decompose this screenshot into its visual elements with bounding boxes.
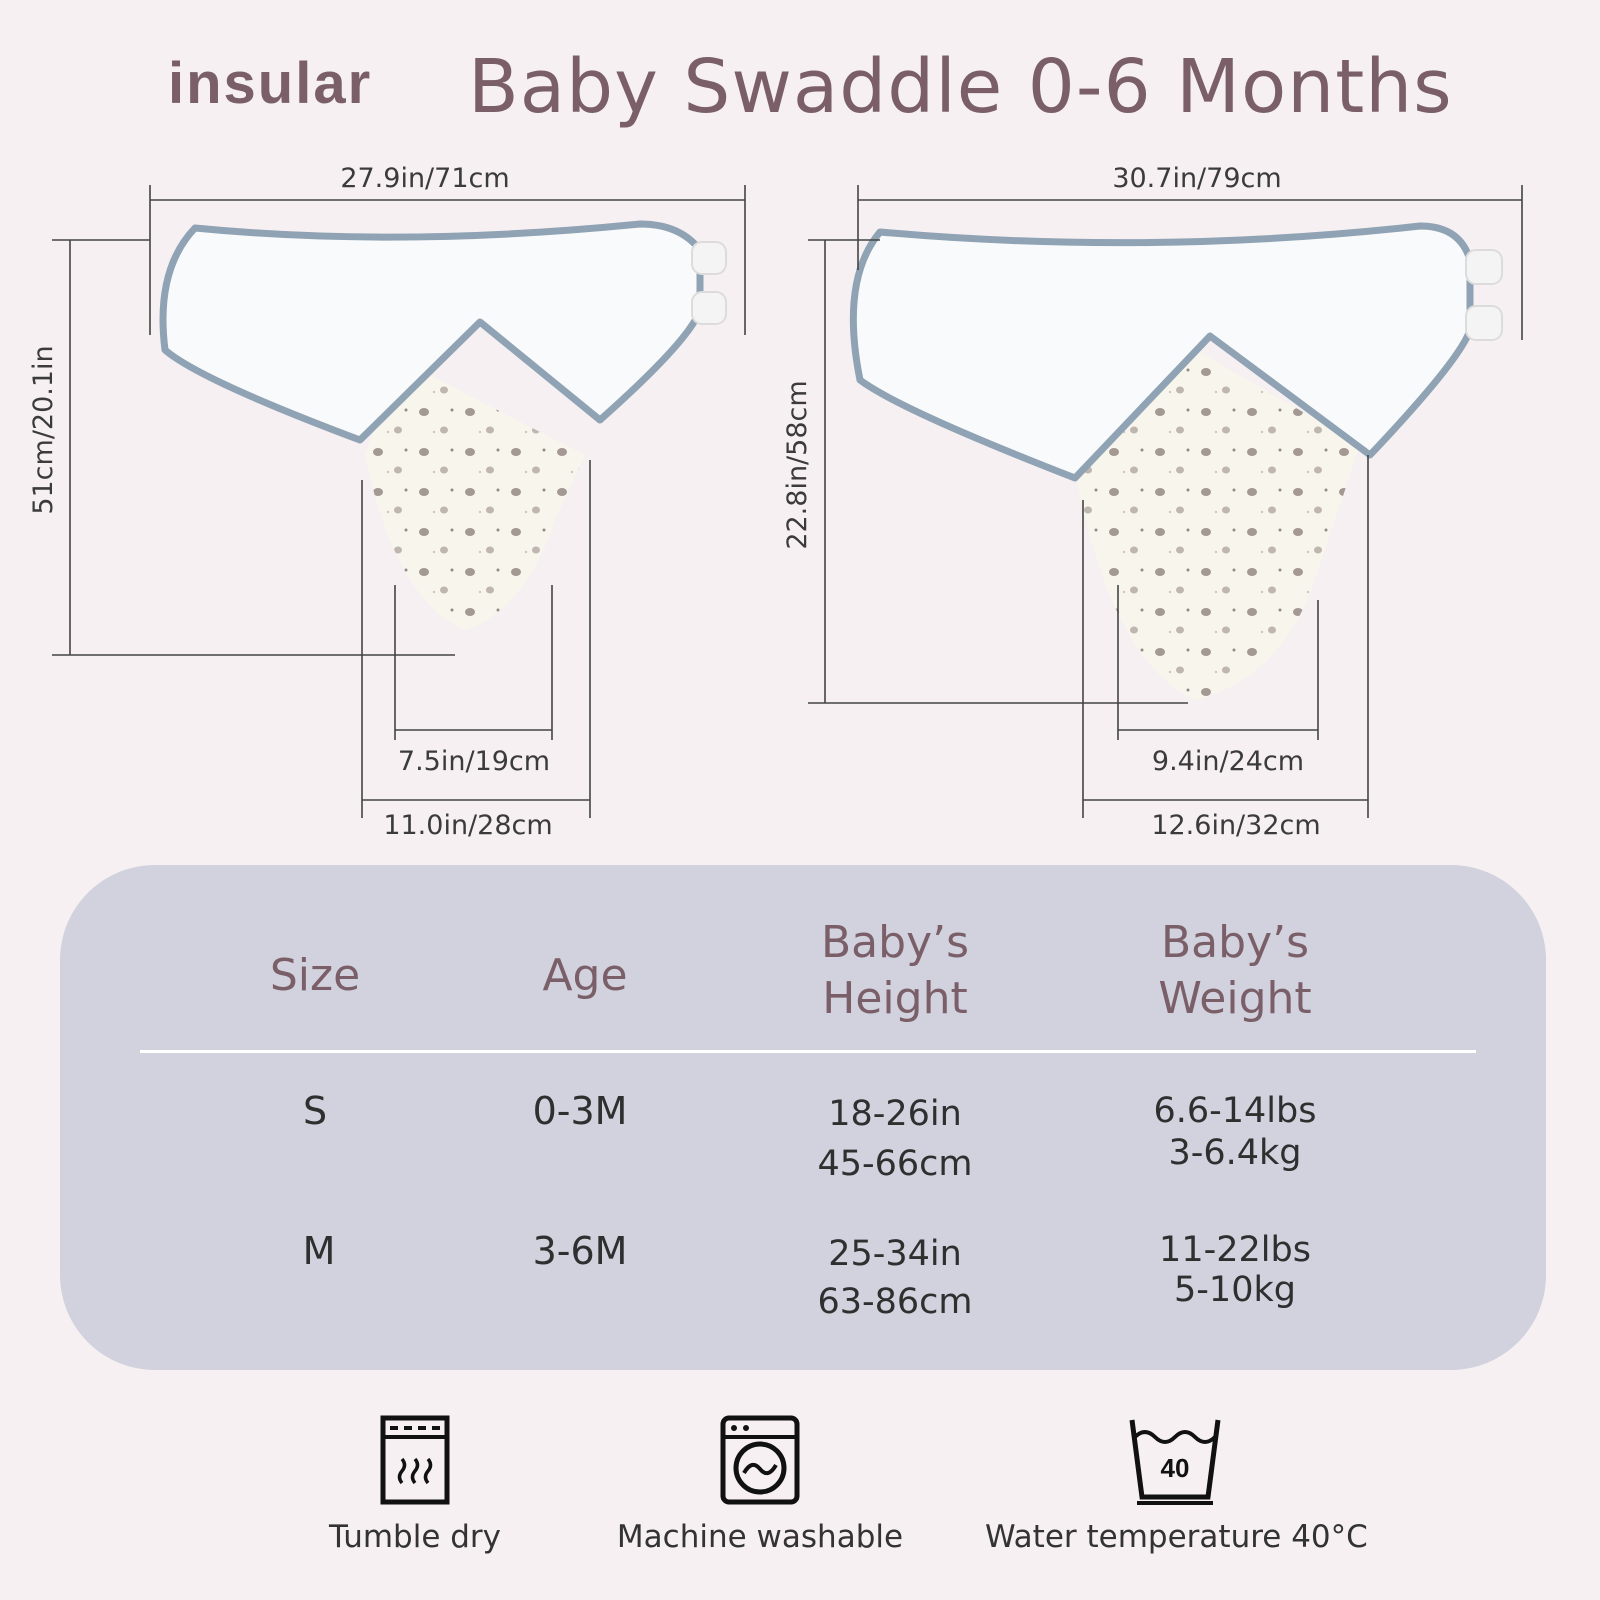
care-tumble-dry: Tumble dry <box>305 1415 525 1555</box>
row-s-age: 0-3M <box>532 1089 628 1133</box>
swaddle-small-illustration <box>159 220 727 630</box>
header-weight-line1: Baby’s <box>1160 917 1310 968</box>
wash-temperature-icon: 40 <box>1129 1419 1221 1505</box>
care-machine-washable: Machine washable <box>615 1415 905 1555</box>
washing-machine-icon <box>720 1415 800 1505</box>
small-width-label: 27.9in/71cm <box>340 163 509 194</box>
care-water-temperature: 40 Water temperature 40°C <box>985 1415 1368 1555</box>
row-m-height-cm: 63-86cm <box>817 1282 973 1322</box>
size-chart-panel: Size Age Baby’s Height Baby’s Weight S 0… <box>60 865 1546 1370</box>
table-divider <box>140 1050 1476 1053</box>
row-s-size: S <box>302 1089 328 1133</box>
page-title: Baby Swaddle 0-6 Months <box>468 44 1453 130</box>
row-m-weight: 11-22lbs 5-10kg <box>1100 1230 1370 1310</box>
row-m-height-in: 25-34in <box>828 1234 962 1274</box>
row-s-weight-kg: 3-6.4kg <box>1168 1133 1302 1173</box>
row-m-weight-kg: 5-10kg <box>1174 1270 1296 1310</box>
small-inner-width-label: 7.5in/19cm <box>398 746 550 777</box>
small-bottom-width-label: 11.0in/28cm <box>383 810 552 841</box>
row-s-weight: 6.6-14lbs 3-6.4kg <box>1100 1090 1370 1174</box>
row-s-height: 18-26in 45-66cm <box>760 1090 1030 1188</box>
water-temperature-label: Water temperature 40°C <box>985 1519 1368 1555</box>
header-height-line2: Height <box>822 973 968 1024</box>
size-diagrams: 27.9in/71cm 51cm/20.1in 7.5in/19cm 11.0i… <box>28 163 1523 841</box>
header-height-line1: Baby’s <box>820 917 970 968</box>
header-height: Baby’s Height <box>780 915 1010 1027</box>
machine-washable-label: Machine washable <box>616 1519 904 1555</box>
row-m-size: M <box>302 1229 336 1273</box>
header-size: Size <box>269 950 361 1001</box>
header-weight-line2: Weight <box>1158 973 1312 1024</box>
small-dimension-lines <box>52 185 746 818</box>
row-s-height-cm: 45-66cm <box>817 1144 973 1184</box>
large-inner-width-label: 9.4in/24cm <box>1152 746 1304 777</box>
large-length-label: 22.8in/58cm <box>782 380 813 549</box>
tumble-dry-icon <box>380 1415 450 1505</box>
small-length-label: 51cm/20.1in <box>28 345 59 514</box>
header-weight: Baby’s Weight <box>1115 915 1355 1027</box>
swaddle-large-illustration <box>849 222 1503 700</box>
row-m-weight-lbs: 11-22lbs <box>1159 1230 1311 1270</box>
tumble-dry-label: Tumble dry <box>328 1519 502 1555</box>
large-dimension-lines <box>808 185 1523 818</box>
large-bottom-width-label: 12.6in/32cm <box>1151 810 1320 841</box>
wash-temperature-value: 40 <box>1161 1453 1190 1483</box>
header-age: Age <box>542 950 628 1001</box>
row-m-age: 3-6M <box>532 1229 628 1273</box>
row-m-height: 25-34in 63-86cm <box>760 1230 1030 1326</box>
large-width-label: 30.7in/79cm <box>1112 163 1281 194</box>
row-s-weight-lbs: 6.6-14lbs <box>1153 1091 1317 1131</box>
brand-logo: insular <box>168 51 373 116</box>
row-s-height-in: 18-26in <box>828 1094 962 1134</box>
